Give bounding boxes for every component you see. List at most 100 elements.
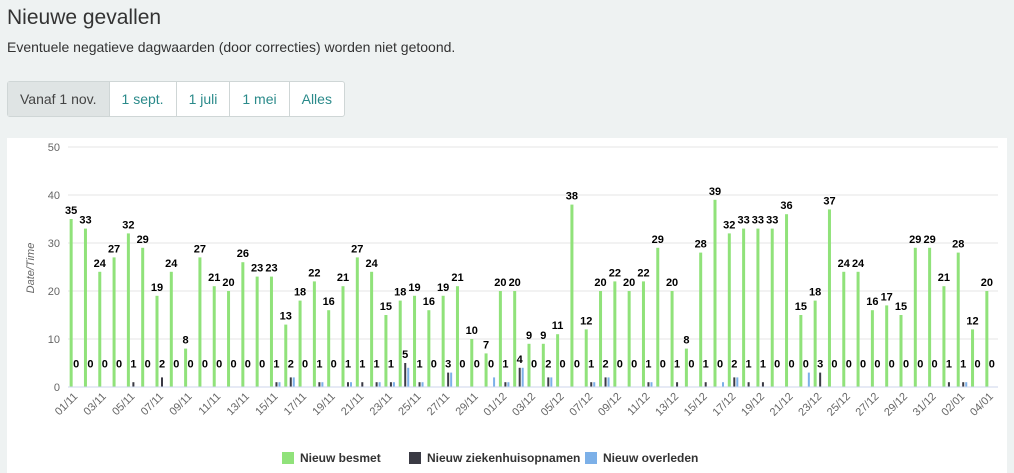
range-button[interactable]: Vanaf 1 nov.: [8, 82, 109, 116]
chart-bg: [7, 138, 1007, 473]
bar: [255, 276, 259, 387]
data-label: 1: [645, 359, 651, 371]
bar: [856, 271, 860, 387]
data-label: 1: [760, 359, 766, 371]
bar: [198, 257, 202, 387]
bar: [550, 377, 553, 387]
data-label: 33: [752, 215, 764, 227]
data-label: 0: [631, 359, 637, 371]
data-label: 20: [623, 277, 635, 289]
bar: [241, 262, 245, 387]
bar: [527, 343, 531, 387]
data-label: 0: [846, 359, 852, 371]
data-label: 1: [416, 359, 422, 371]
bar: [713, 199, 717, 387]
bar: [447, 372, 450, 387]
data-label: 29: [923, 234, 935, 246]
data-label: 2: [602, 359, 608, 371]
legend-swatch: [585, 452, 597, 464]
data-label: 23: [251, 263, 263, 275]
data-label: 24: [365, 258, 378, 270]
data-label: 0: [73, 359, 79, 371]
bar: [161, 377, 163, 387]
range-button[interactable]: 1 juli: [175, 82, 230, 116]
bar: [407, 367, 410, 387]
data-label: 35: [65, 205, 77, 217]
data-label: 9: [526, 330, 532, 342]
data-label: 33: [766, 215, 778, 227]
range-button[interactable]: 1 sept.: [108, 82, 176, 116]
data-label: 12: [580, 315, 592, 327]
legend-label: Nieuw overleden: [603, 451, 698, 465]
data-label: 24: [852, 258, 865, 270]
bar: [421, 382, 424, 387]
legend-label: Nieuw ziekenhuisopnamen: [427, 451, 580, 465]
title: Nieuwe gevallen: [7, 6, 162, 29]
legend-label: Nieuw besmet: [300, 451, 381, 465]
bar: [799, 315, 803, 387]
range-buttons: Vanaf 1 nov. 1 sept. 1 juli 1 mei Alles: [7, 81, 345, 117]
data-label: 0: [145, 359, 151, 371]
bar: [498, 291, 502, 387]
bar: [507, 382, 510, 387]
range-button[interactable]: 1 mei: [229, 82, 288, 116]
bar: [756, 228, 760, 387]
bar: [541, 343, 545, 387]
bar: [375, 382, 378, 387]
bar: [318, 382, 321, 387]
data-label: 19: [437, 282, 449, 294]
y-tick-label: 10: [48, 334, 60, 346]
data-label: 20: [222, 277, 234, 289]
bar: [827, 209, 831, 387]
bar: [670, 291, 674, 387]
bar: [441, 295, 445, 387]
data-label: 0: [488, 359, 494, 371]
data-label: 16: [323, 296, 335, 308]
bar: [378, 382, 381, 387]
bar: [684, 348, 688, 387]
data-label: 24: [165, 258, 178, 270]
range-button[interactable]: Alles: [288, 82, 344, 116]
data-label: 28: [952, 239, 964, 251]
data-label: 24: [838, 258, 851, 270]
data-label: 8: [683, 335, 689, 347]
data-label: 13: [280, 311, 292, 323]
data-label: 0: [989, 359, 995, 371]
data-label: 0: [660, 359, 666, 371]
bar: [184, 348, 188, 387]
data-label: 36: [780, 200, 792, 212]
bar: [284, 324, 288, 387]
data-label: 1: [359, 359, 365, 371]
data-label: 0: [788, 359, 794, 371]
data-label: 1: [960, 359, 966, 371]
data-label: 21: [208, 272, 220, 284]
bar: [321, 382, 324, 387]
bar: [141, 247, 145, 387]
bar: [842, 271, 846, 387]
bar: [518, 367, 521, 387]
y-tick-label: 0: [54, 382, 60, 394]
bar: [350, 382, 352, 387]
data-label: 20: [981, 277, 993, 289]
data-label: 33: [79, 215, 91, 227]
bar: [521, 367, 524, 387]
bar: [962, 382, 965, 387]
bar: [155, 295, 159, 387]
data-label: 15: [895, 301, 907, 313]
bar: [493, 377, 496, 387]
bar: [404, 363, 407, 387]
data-label: 2: [159, 359, 165, 371]
bar: [347, 382, 349, 387]
bar: [913, 247, 917, 387]
data-label: 0: [245, 359, 251, 371]
data-label: 20: [594, 277, 606, 289]
bar: [704, 382, 707, 387]
bar: [722, 382, 724, 387]
data-label: 21: [938, 272, 950, 284]
data-label: 19: [151, 282, 163, 294]
data-label: 0: [459, 359, 465, 371]
bar: [384, 315, 388, 387]
data-label: 3: [817, 359, 823, 371]
bar: [956, 252, 960, 387]
bar: [627, 291, 631, 387]
